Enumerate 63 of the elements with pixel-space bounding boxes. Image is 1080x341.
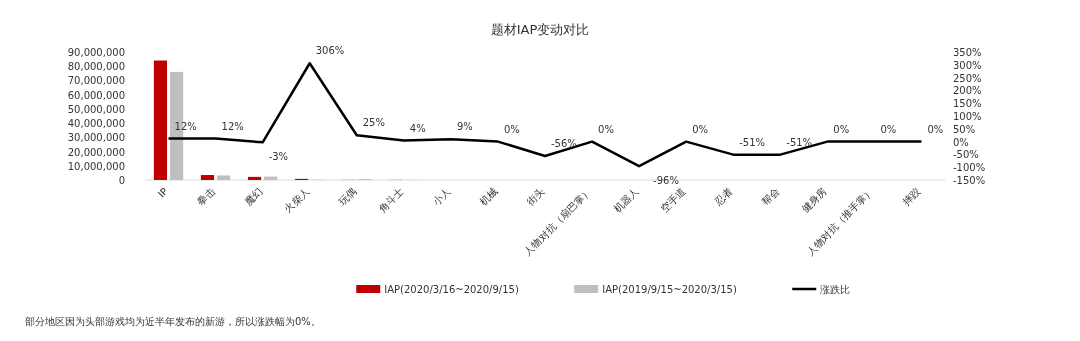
y2-tick-label: 250% [953,72,982,84]
y2-tick-label: -100% [953,162,986,174]
data-label: -96% [653,175,679,187]
x-tick-label: 角斗士 [376,185,406,215]
data-label: -3% [268,151,289,163]
data-label: 12% [174,120,197,132]
data-label: 0% [692,123,709,135]
x-tick-label: 机器人 [611,185,641,215]
x-tick-label: 街头 [524,185,547,208]
x-tick-label: 机械 [477,185,500,208]
y-tick-label: 10,000,000 [67,160,125,172]
text: 部分地区因为头部游戏均为近半年发布的新游，所以涨跌幅为0%。 [25,316,321,327]
x-tick-label: 摔跤 [900,185,923,208]
y2-tick-label: 200% [953,85,982,97]
y-tick-label: 60,000,000 [67,89,125,101]
legend-label: IAP(2019/9/15~2020/3/15) [602,284,737,295]
data-label: -51% [786,136,813,148]
x-tick-label: IP [155,185,170,200]
y-tick-label: 0 [118,175,125,186]
data-label: -51% [739,136,766,148]
bar [247,176,262,180]
data-label: -56% [551,137,577,149]
x-tick-label: 火柴人 [282,185,312,215]
chart-title: 题材IAP变动对比 [490,22,590,37]
data-label: 12% [221,120,244,132]
line-series [167,62,923,168]
data-label: 0% [880,123,897,135]
x-tick-label: 健身房 [799,185,829,215]
y-tick-label: 30,000,000 [67,132,125,144]
y2-tick-label: 50% [953,123,976,135]
x-tick-label: 拳击 [195,185,217,208]
bar [200,175,215,180]
y2-tick-label: -150% [953,175,986,186]
x-tick-label: 帮会 [759,185,782,208]
x-tick-label: 魔幻 [242,185,265,208]
bar [153,60,168,180]
data-label: 4% [409,122,426,134]
x-tick-label: 小人 [430,185,453,208]
x-tick-label: 忍者 [712,185,735,209]
y2-tick-label: 350% [953,47,982,58]
bar [217,175,231,180]
y2-tick-label: -50% [953,149,979,161]
legend-label: 涨跌比 [820,284,851,295]
data-label: 0% [927,123,944,135]
data-label: 25% [362,117,385,129]
data-label: 9% [456,121,473,133]
x-tick-label: 空手道 [658,185,688,215]
y2-tick-label: 0% [953,136,969,148]
y-tick-label: 50,000,000 [67,103,125,115]
data-label: 306% [315,45,345,57]
y-tick-label: 20,000,000 [67,146,125,158]
data-label: 0% [598,123,614,135]
y-tick-label: 40,000,000 [67,118,125,130]
y2-tick-label: 150% [953,98,982,110]
x-tick-label: 玩偶 [336,185,359,208]
y-tick-label: 90,000,000 [67,47,125,58]
data-label: 0% [833,123,850,135]
y-tick-label: 80,000,000 [67,61,125,73]
legend-label: IAP(2020/3/16~2020/9/15) [384,284,519,295]
y2-tick-label: 100% [953,111,982,122]
data-label: 0% [503,123,520,135]
y2-tick-label: 300% [953,59,982,71]
y-tick-label: 70,000,000 [67,75,125,87]
